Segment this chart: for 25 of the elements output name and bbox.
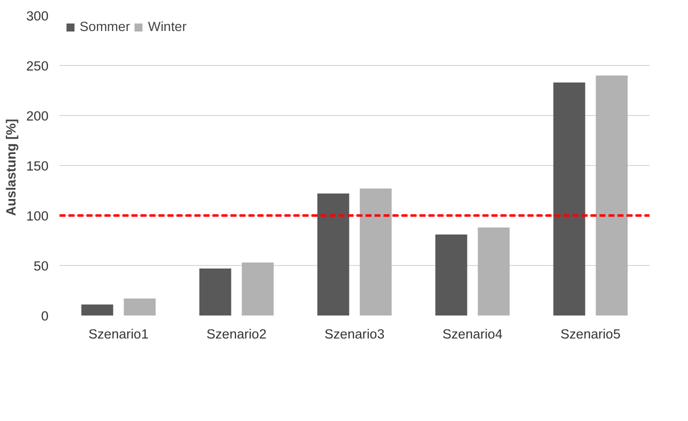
y-axis-title: Auslastung [%] xyxy=(3,118,18,216)
bar xyxy=(435,234,468,316)
y-tick-label: 150 xyxy=(26,158,49,174)
y-tick-label: 300 xyxy=(26,8,49,24)
bar xyxy=(478,228,510,316)
x-tick-label: Szenario3 xyxy=(324,326,385,342)
legend-label: Sommer xyxy=(80,19,130,34)
y-tick-label: 250 xyxy=(26,58,49,74)
x-tick-label: Szenario4 xyxy=(442,326,504,342)
bar xyxy=(81,304,114,316)
bar xyxy=(317,194,350,316)
legend-label: Winter xyxy=(148,19,187,34)
x-tick-label: Szenario2 xyxy=(206,326,267,342)
y-tick-label: 100 xyxy=(26,208,49,224)
y-tick-label: 0 xyxy=(41,308,49,324)
bar xyxy=(360,188,392,316)
bar xyxy=(596,76,628,316)
y-tick-label: 200 xyxy=(26,108,49,124)
x-tick-label: Szenario5 xyxy=(560,326,621,342)
bar xyxy=(242,262,274,316)
bar xyxy=(553,82,586,316)
bar xyxy=(124,298,156,316)
bar xyxy=(199,268,232,316)
x-tick-label: Szenario1 xyxy=(88,326,149,342)
y-tick-label: 50 xyxy=(34,258,49,274)
